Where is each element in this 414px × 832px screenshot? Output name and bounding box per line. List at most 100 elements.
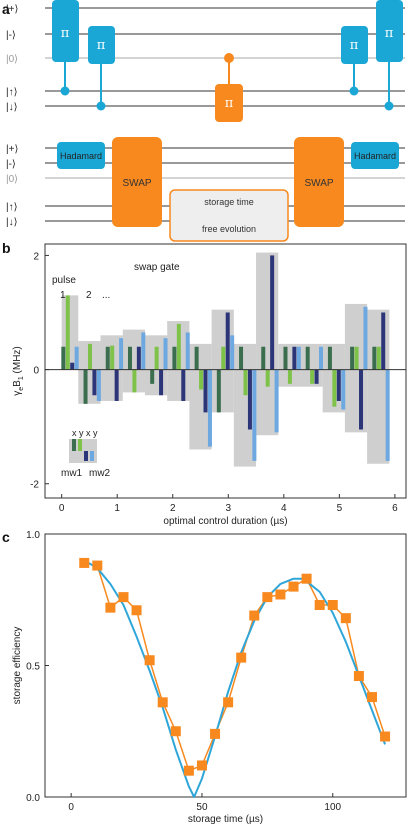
circuit-top: |+⟩ |-⟩ |0⟩ |↑⟩ |↓⟩ π π π π π [6, 0, 405, 122]
bar-p8-s4 [230, 335, 235, 370]
bar-p11-s2 [287, 369, 292, 384]
data-point-7 [157, 697, 168, 708]
bar-p4-s3 [136, 346, 141, 370]
legend-swatch-2 [78, 439, 82, 451]
state-label-down: |↓⟩ [6, 102, 18, 113]
data-line [84, 562, 386, 772]
ylabel-b-part-0: γ [12, 391, 23, 396]
data-point-23 [366, 692, 377, 703]
bar-p13-s1 [327, 346, 332, 370]
bar-p2-s1 [83, 369, 88, 404]
bar-p10-s4 [274, 369, 279, 433]
bar-p10-s2 [265, 369, 270, 387]
ytick-label-b-0: -2 [30, 480, 39, 491]
bar-p12-s4 [319, 346, 324, 370]
bar-p7-s4 [207, 369, 212, 447]
bar-p1-s1 [61, 346, 66, 370]
data-point-15 [262, 592, 273, 603]
state-label-zero-b: |0⟩ [6, 174, 18, 185]
pulse-2-annotation: 2 [86, 290, 92, 301]
xlabel-c: storage time (µs) [188, 814, 263, 825]
state-label-up: |↑⟩ [6, 87, 18, 98]
bar-p13-s3 [336, 369, 341, 401]
bar-p10-s1 [261, 346, 266, 370]
ylabel-b-part-2: B [12, 380, 23, 387]
control-dot-4 [384, 101, 394, 111]
legend-xyxy: x y x y [72, 428, 98, 438]
data-point-17 [288, 581, 299, 592]
circuit-bottom: |+⟩ |-⟩ |0⟩ |↑⟩ |↓⟩ Hadamard SWAP storag… [6, 137, 405, 242]
ytick-label-b-2: 2 [33, 251, 39, 262]
bar-p12-s1 [305, 346, 310, 370]
bar-p2-s4 [96, 369, 101, 401]
data-point-16 [275, 589, 286, 600]
data-point-21 [340, 613, 351, 624]
bar-p8-s2 [221, 346, 226, 370]
bar-p9-s3 [247, 369, 252, 430]
hadamard-gate-1-label: Hadamard [60, 151, 102, 161]
bar-p5-s2 [154, 346, 159, 370]
bar-p2-s3 [92, 369, 97, 396]
xtick-label-b-3: 3 [225, 503, 231, 514]
legend-mw1: mw1 [61, 468, 83, 479]
state-label-down-b: |↓⟩ [6, 217, 18, 228]
bar-p5-s1 [150, 369, 155, 384]
pi-gate-2-label: π [97, 38, 106, 53]
swap-gate-1 [112, 137, 162, 227]
bar-p1-s4 [74, 346, 79, 370]
pi-gate-2 [88, 26, 115, 64]
bar-p9-s4 [252, 369, 257, 461]
state-label-up-b: |↑⟩ [6, 202, 18, 213]
bar-p8-s3 [225, 312, 230, 370]
pi-gate-4-label: π [385, 26, 394, 41]
bar-p6-s2 [176, 323, 181, 370]
data-point-14 [249, 610, 260, 621]
xtick-label-b-1: 1 [114, 503, 120, 514]
bar-p14-s4 [363, 306, 368, 370]
pulse-1-annotation: 1 [60, 290, 66, 301]
data-point-5 [131, 605, 142, 616]
legend-swatch-1 [72, 439, 76, 451]
data-point-8 [170, 726, 181, 737]
bar-p4-s2 [132, 369, 137, 393]
pi-gate-1 [52, 0, 79, 62]
bar-p10-s3 [270, 255, 275, 370]
ytick-label-c-0: 0.0 [26, 793, 40, 804]
pi-gate-orange-label: π [225, 96, 234, 111]
ylabel-b-part-3: 1 [18, 376, 25, 380]
bar-p3-s4 [119, 338, 124, 370]
free-evolution-label: free evolution [202, 224, 256, 234]
data-point-9 [183, 765, 194, 776]
control-dot-3 [349, 86, 359, 96]
data-point-6 [144, 655, 155, 666]
ytick-label-c-2: 1.0 [26, 530, 40, 541]
swap-gate-1-label: SWAP [122, 178, 151, 189]
bar-p4-s1 [127, 346, 132, 370]
state-label-plus-b: |+⟩ [6, 144, 18, 155]
pulse-annotation: pulse [52, 275, 76, 286]
pi-gate-3-label: π [350, 38, 359, 53]
state-label-minus: |-⟩ [6, 30, 16, 41]
ylabel-b-part-4: (MHz) [12, 346, 23, 376]
xlabel-b: optimal control duration (µs) [163, 516, 287, 527]
pi-gate-orange [215, 84, 243, 122]
bar-p9-s2 [243, 369, 248, 396]
state-label-zero: |0⟩ [6, 54, 18, 65]
bar-p11-s3 [292, 346, 297, 370]
pulse-chart: 0 1 2 3 4 5 6 -2 0 2 optimal control duration (µs)… [12, 243, 407, 527]
panel-b-letter: b [2, 240, 11, 256]
bar-p8-s1 [216, 369, 221, 413]
pi-gate-1-label: π [61, 26, 70, 41]
pi-gate-3 [341, 26, 368, 64]
xtick-label-b-4: 4 [281, 503, 287, 514]
data-point-18 [301, 573, 312, 584]
ylabel-b-part-1: e [18, 387, 25, 391]
bar-p14-s2 [354, 346, 359, 370]
bar-p2-s2 [87, 343, 92, 370]
bar-p1-s3 [70, 362, 75, 370]
ylabel-b: γeB1 (MHz) [12, 346, 25, 395]
control-dot-2 [96, 101, 106, 111]
data-point-1 [79, 557, 90, 568]
hadamard-gate-2-label: Hadamard [354, 151, 396, 161]
